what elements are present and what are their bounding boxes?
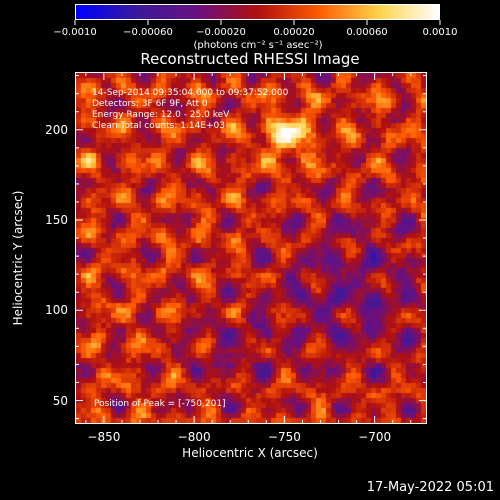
y-axis-label: Heliocentric Y (arcsec) [11, 190, 25, 326]
colorbar-unit-label: (photons cm⁻² s⁻¹ asec⁻²) [193, 40, 323, 51]
colorbar-tick-label: 0.0010 [422, 27, 458, 38]
colorbar-tick-label: −0.0010 [53, 27, 97, 38]
energy-range-annotation: Energy Range: 12.0 - 25.0 keV [92, 110, 230, 120]
peak-position-annotation: Position of Peak = [-750,201] [94, 399, 226, 409]
y-tick-label: 200 [45, 122, 68, 137]
x-tick-label: −850 [87, 430, 121, 444]
colorbar-tick-label: −0.00020 [196, 27, 246, 38]
image-plot-area: 14-Sep-2014 09:35:04.000 to 09:37:52.000… [75, 72, 427, 424]
detectors-annotation: Detectors: 3F 6F 9F, Att 0 [92, 99, 208, 109]
x-tick-label: −700 [358, 430, 392, 444]
colorbar [75, 4, 440, 20]
time-range-annotation: 14-Sep-2014 09:35:04.000 to 09:37:52.000 [92, 88, 289, 98]
x-tick-label: −750 [267, 430, 301, 444]
colorbar-ticks [74, 20, 441, 25]
colorbar-tick-label: −0.00060 [123, 27, 173, 38]
colorbar-tick-label: 0.00060 [346, 27, 388, 38]
clean-counts-annotation: Clean Total counts: 1.14E+03 [92, 121, 225, 131]
plot-title: Reconstructed RHESSI Image [140, 50, 360, 68]
x-tick-label: −800 [177, 430, 211, 444]
x-axis-label: Heliocentric X (arcsec) [182, 446, 318, 460]
rhessi-heatmap [76, 73, 426, 423]
y-tick-label: 50 [52, 393, 68, 408]
y-tick-label: 100 [45, 303, 68, 318]
colorbar-tick-label: 0.00020 [273, 27, 315, 38]
y-tick-label: 150 [45, 213, 68, 228]
footer-date: 17-May-2022 05:01 [366, 480, 494, 495]
